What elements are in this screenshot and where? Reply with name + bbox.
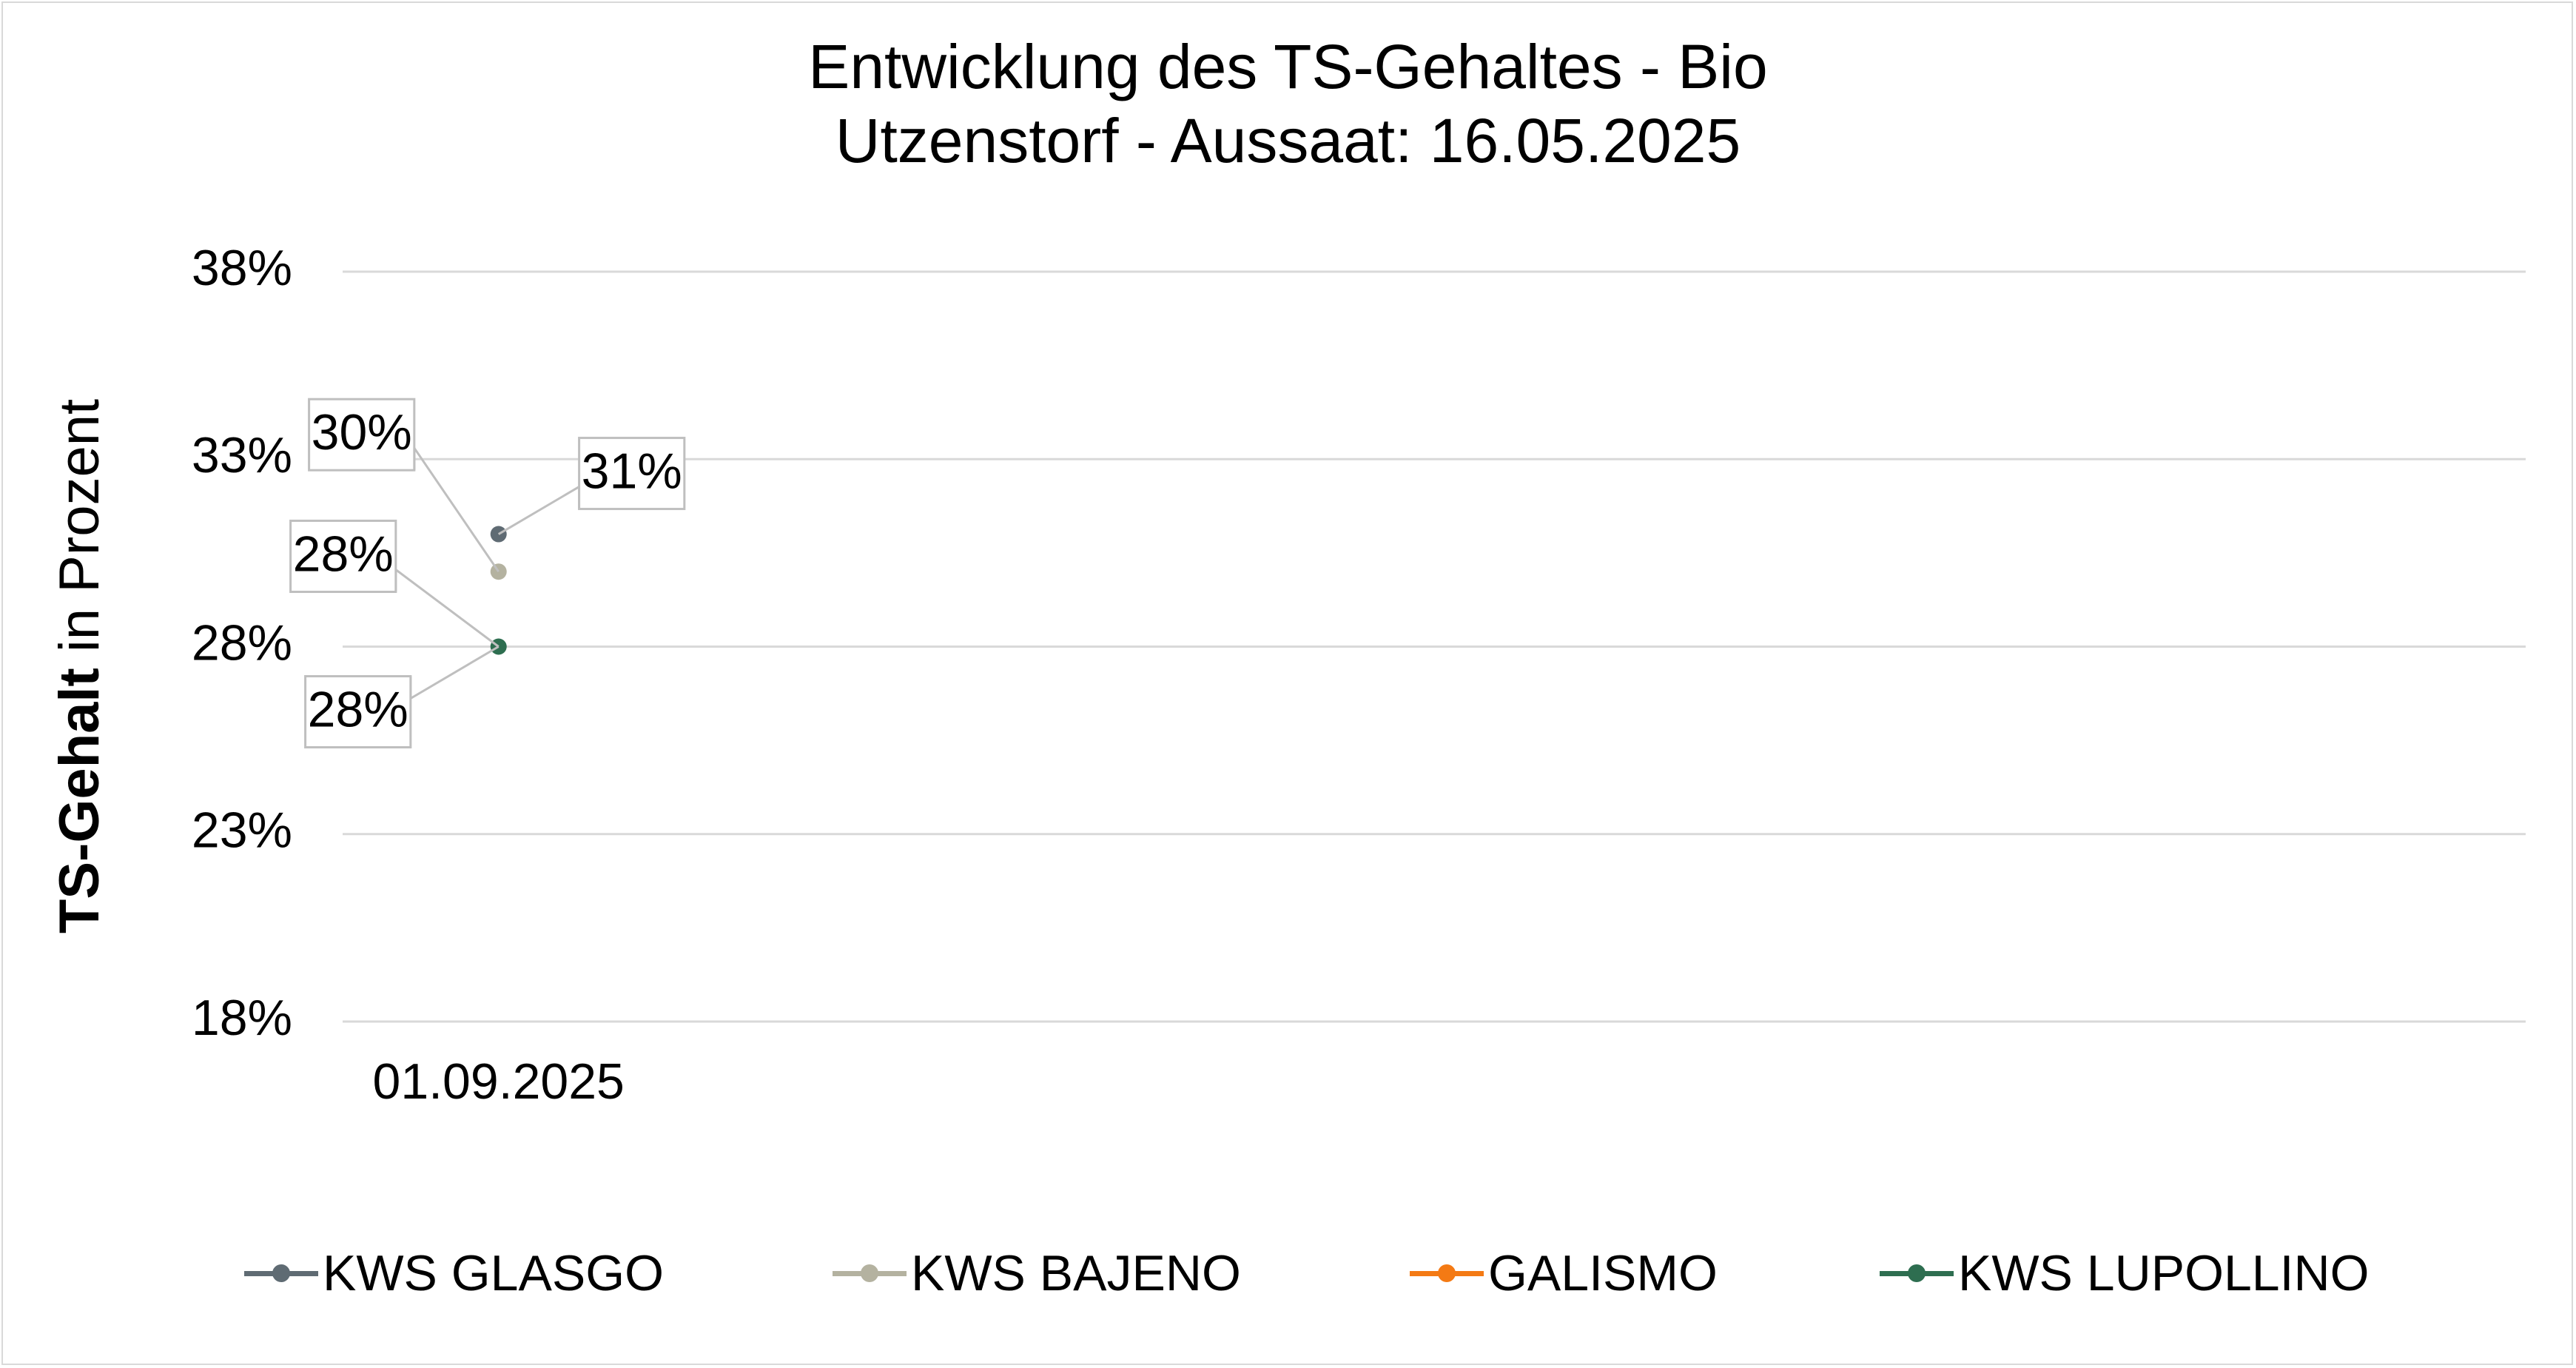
legend-swatch [833,1240,907,1307]
legend-marker [1438,1264,1456,1282]
legend-item: GALISMO [1410,1240,1718,1307]
callout-leader [497,484,581,535]
callout-box [289,520,397,593]
legend-marker [272,1264,290,1282]
legend-label: GALISMO [1488,1245,1718,1301]
data-label: 30% [312,404,412,460]
legend-swatch [244,1240,318,1307]
y-tick-label: 33% [192,427,292,483]
callout-box [578,437,686,511]
legend-item: KWS LUPOLLINO [1880,1240,2370,1307]
callout-leader [394,567,500,648]
legend-item: KWS GLASGO [244,1240,664,1307]
callout-leader [413,444,500,573]
legend-swatch [1880,1240,1954,1307]
legend-label: KWS BAJENO [911,1245,1241,1301]
callout-box [304,675,412,748]
y-axis-title: TS-Gehalt in Prozent [48,399,111,933]
y-tick-label: 18% [192,990,292,1046]
legend-item: KWS BAJENO [833,1240,1241,1307]
data-label-callout: 28% [304,646,500,748]
data-label-callout: 31% [497,437,686,535]
y-axis-title-bold: TS-Gehalt [48,668,111,933]
legend-label: KWS GLASGO [323,1245,664,1301]
x-tick-label: 01.09.2025 [373,1053,625,1110]
chart-title: Entwicklung des TS-Gehaltes - Bio [808,32,1768,101]
legend-swatch [1410,1240,1484,1307]
callout-box [308,398,416,472]
data-label: 28% [308,681,408,737]
y-tick-label: 28% [192,614,292,671]
chart-subtitle: Utzenstorf - Aussaat: 16.05.2025 [835,106,1741,175]
data-label-callout: 28% [289,520,500,648]
y-tick-label: 23% [192,802,292,859]
callout-leader [409,646,500,701]
legend-marker [861,1264,878,1282]
data-label: 28% [293,526,394,582]
y-tick-label: 38% [192,240,292,296]
data-label: 31% [582,443,682,500]
data-label-callout: 30% [308,398,500,573]
y-axis-title-rest: in Prozent [48,399,111,668]
legend-marker [1908,1264,1926,1282]
legend-label: KWS LUPOLLINO [1958,1245,2370,1301]
